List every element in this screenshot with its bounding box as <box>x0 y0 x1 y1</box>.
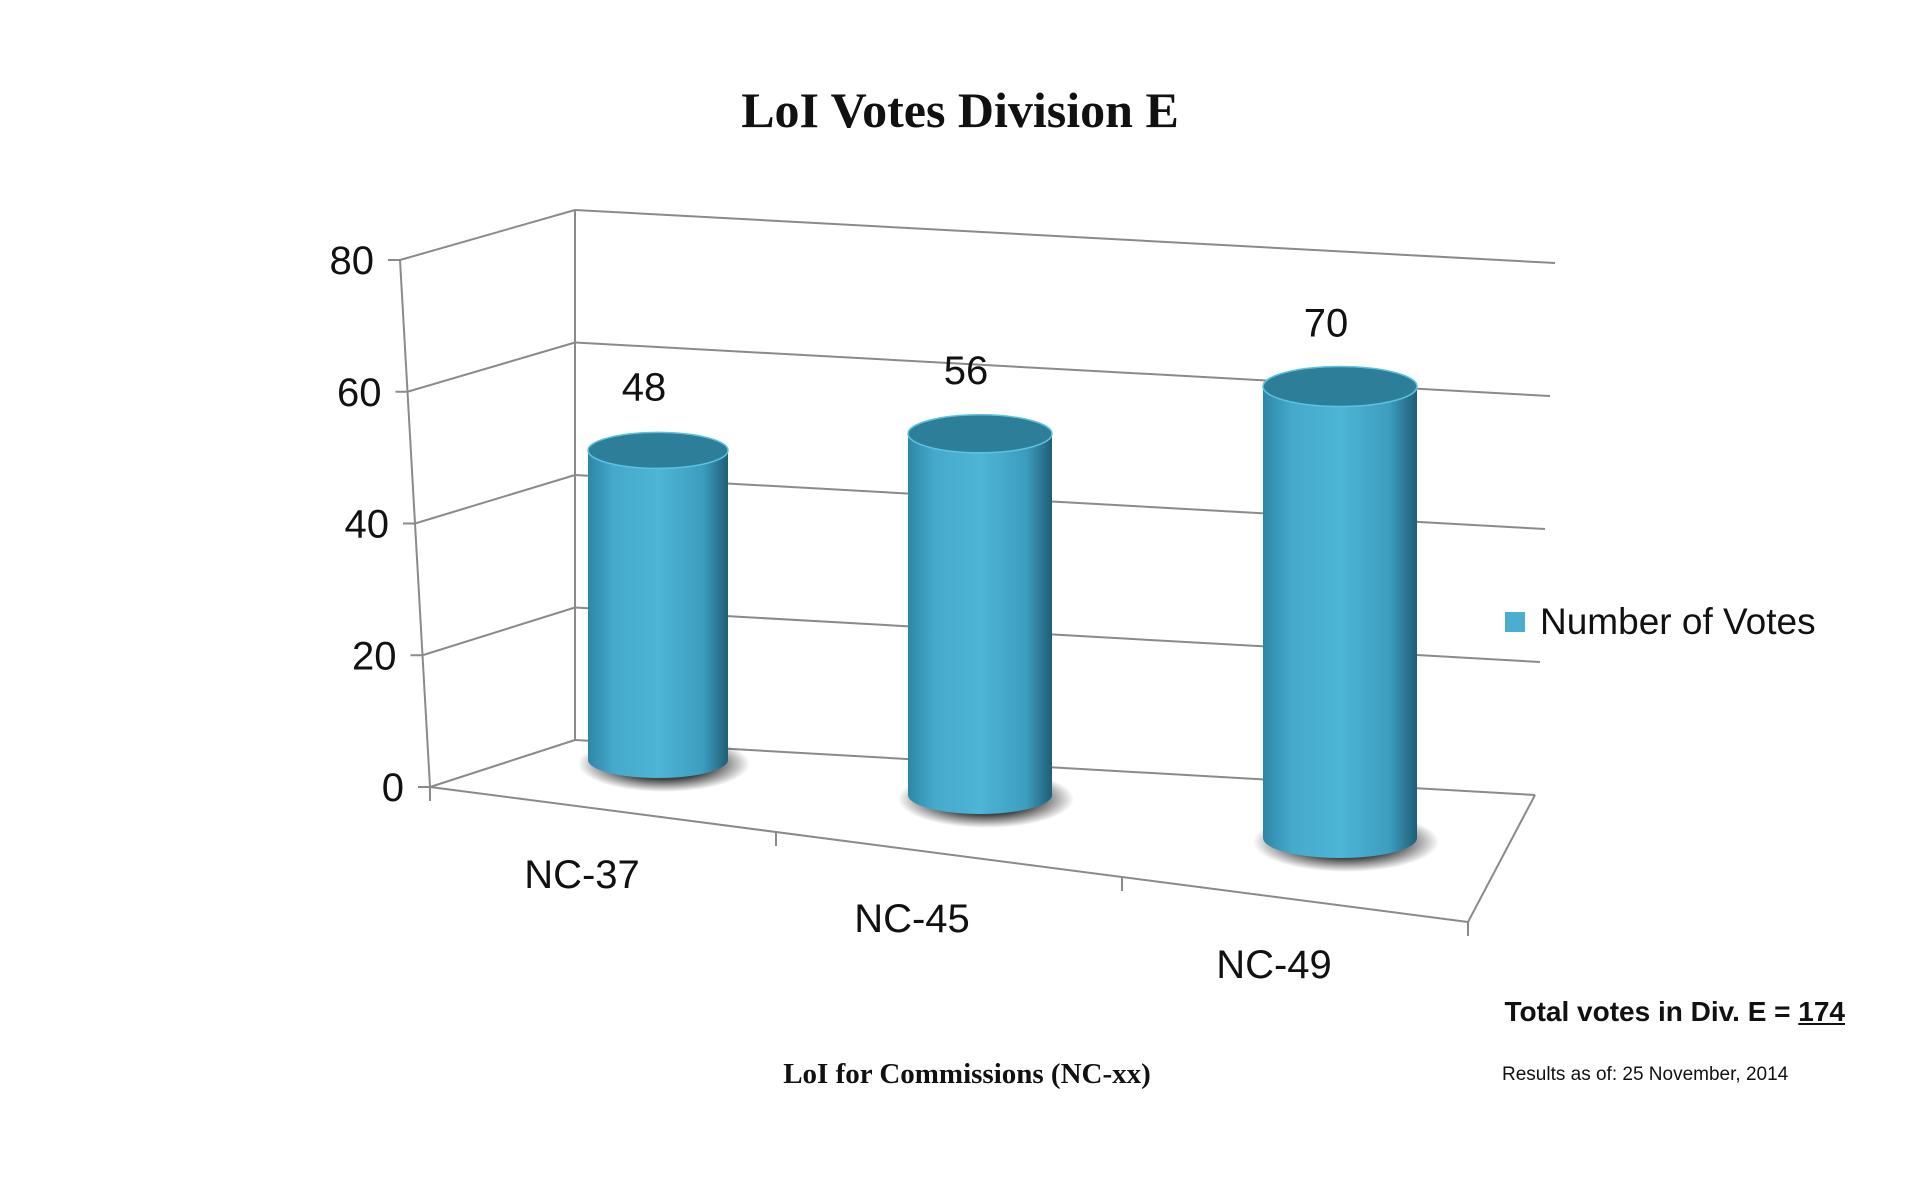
gridline-left-wall <box>414 474 576 525</box>
bars: 48 56 70 <box>578 302 1439 872</box>
x-axis-title: LoI for Commissions (NC-xx) <box>783 1058 1151 1090</box>
x-axis-labels: NC-37 NC-45 NC-49 <box>524 853 1332 987</box>
floor-right-edge <box>1467 794 1536 923</box>
data-label: 70 <box>1304 302 1349 346</box>
floor-front-edge <box>429 786 1469 923</box>
y-tick-label: 0 <box>382 766 404 810</box>
y-tick-label: 40 <box>345 503 390 547</box>
y-tick-label: 80 <box>330 239 375 283</box>
total-votes-label: Total votes in Div. E = <box>1504 996 1799 1027</box>
y-tick-label: 20 <box>352 634 397 678</box>
gridline-back-wall <box>574 209 1556 264</box>
gridline-left-wall <box>422 606 576 657</box>
bar-top <box>907 414 1053 454</box>
results-date-note: Results as of: 25 November, 2014 <box>1502 1064 1789 1085</box>
bar-body <box>588 450 728 778</box>
bar-nc-49: 70 <box>1253 302 1439 872</box>
bar-nc-45: 56 <box>898 349 1074 828</box>
total-votes-note: Total votes in Div. E = 174 <box>1504 996 1845 1028</box>
legend-label: Number of Votes <box>1540 601 1816 642</box>
bar-top <box>1262 365 1418 408</box>
bar-body <box>1263 386 1417 858</box>
chart-title: LoI Votes Division E <box>741 82 1179 138</box>
y-axis-ticks: 0 20 40 60 80 <box>330 239 405 810</box>
gridline-left-wall <box>429 739 576 788</box>
x-tick-label: NC-45 <box>854 897 970 941</box>
gridline-left-wall <box>399 209 576 261</box>
legend-swatch <box>1505 612 1525 632</box>
x-tick-label: NC-37 <box>524 853 640 897</box>
legend: Number of Votes <box>1505 601 1816 642</box>
data-label: 56 <box>944 349 989 393</box>
bar-body <box>908 433 1052 814</box>
x-tick-label: NC-49 <box>1216 943 1332 987</box>
total-votes-value: 174 <box>1798 996 1845 1027</box>
data-label: 48 <box>622 365 667 409</box>
bar-top <box>587 431 729 470</box>
bar-nc-37: 48 <box>578 365 750 792</box>
y-tick-label: 60 <box>337 371 382 415</box>
gridline-left-wall <box>407 341 576 393</box>
